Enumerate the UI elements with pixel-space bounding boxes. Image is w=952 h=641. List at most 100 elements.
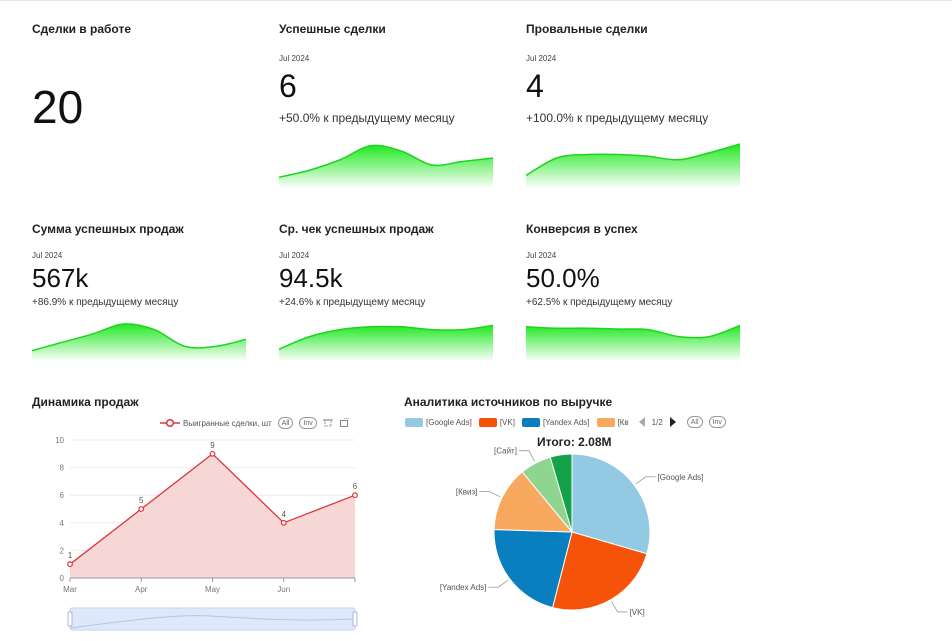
pie-legend-item-vk[interactable]: [VK]	[478, 417, 515, 427]
data-label: 1	[68, 551, 73, 560]
pie-label-line	[479, 491, 501, 498]
card-value: 50.0%	[526, 263, 600, 293]
card-period: Jul 2024	[32, 251, 63, 260]
card-delta: +100.0% к предыдущему месяцу	[526, 111, 709, 125]
card-value: 20	[32, 81, 84, 133]
sales-dynamics-title: Динамика продаж	[32, 395, 139, 409]
pie-slice[interactable]	[493, 471, 574, 533]
data-label: 6	[353, 482, 358, 491]
pie-slice[interactable]	[551, 531, 648, 611]
pie-legend-inverse-button[interactable]: Inv	[708, 416, 726, 428]
sales-line-chart: 0 2 4 6 8 10 Mar Apr May Jun 1 5 9 4 6	[55, 436, 358, 631]
y-tick-label: 6	[60, 491, 65, 500]
card-title: Провальные сделки	[526, 22, 648, 36]
data-label: 9	[210, 441, 215, 450]
legend-line-icon	[160, 418, 180, 428]
x-tick-label: Mar	[63, 585, 77, 594]
sparkline-area	[279, 145, 493, 187]
y-tick-label: 8	[60, 464, 65, 473]
card-deals-in-progress: Сделки в работе 20	[32, 22, 262, 142]
sparkline-chart	[279, 144, 493, 187]
sparkline-area	[526, 144, 740, 187]
data-zoom-slider[interactable]	[69, 607, 356, 631]
sparkline-chart	[526, 143, 740, 187]
x-tick-label: May	[205, 585, 220, 594]
card-title: Успешные сделки	[279, 22, 386, 36]
pie-total: Итого: 2.08M	[537, 435, 612, 449]
card-period: Jul 2024	[279, 54, 310, 63]
pie-slice-label: [Yandex Ads]	[440, 583, 487, 592]
y-tick-label: 10	[55, 436, 64, 445]
sparkline-chart	[279, 324, 493, 360]
data-point[interactable]	[138, 506, 145, 512]
card-delta: +24.6% к предыдущему месяцу	[279, 297, 426, 308]
pie-legend-label: [Google Ads]	[426, 417, 472, 427]
x-tick-label: Jun	[277, 585, 290, 594]
pie-legend: [Google Ads] [VK] [Yandex Ads] [Кв 1/2 A…	[405, 416, 750, 428]
legend-series-label[interactable]: Выигранные сделки, шт	[183, 418, 272, 428]
sparkline-line	[526, 143, 740, 177]
brush-clear-icon[interactable]	[339, 418, 349, 428]
pager-next-icon[interactable]	[669, 417, 677, 427]
pie-slice[interactable]	[571, 453, 651, 555]
card-value: 4	[526, 68, 544, 104]
legend-all-button[interactable]: All	[277, 417, 294, 429]
card-title: Сумма успешных продаж	[32, 222, 184, 236]
data-point[interactable]	[352, 492, 358, 499]
card-successful-sales-sum: Сумма успешных продаж Jul 2024 567k +86.…	[32, 222, 262, 362]
pie-legend-item-google-ads[interactable]: [Google Ads]	[405, 417, 472, 427]
y-tick-label: 2	[60, 546, 65, 555]
data-point[interactable]	[280, 519, 287, 526]
sparkline-line	[279, 144, 493, 178]
pie-slice-label: [Сайт]	[494, 447, 517, 456]
card-delta: +86.9% к предыдущему месяцу	[32, 297, 179, 308]
card-conversion: Конверсия в успех Jul 2024 50.0% +62.5% …	[526, 222, 756, 362]
data-label: 5	[139, 496, 144, 505]
pie-label-line	[518, 450, 535, 462]
pie-legend-all-button[interactable]: All	[686, 416, 703, 428]
card-title: Сделки в работе	[32, 22, 132, 36]
pie-legend-item-kviz[interactable]: [Кв	[596, 417, 629, 427]
card-title: Ср. чек успешных продаж	[279, 222, 434, 236]
pie-legend-item-yandex-ads[interactable]: [Yandex Ads]	[521, 417, 590, 427]
top-divider	[0, 0, 952, 1]
sparkline-area	[279, 325, 493, 360]
sparkline-chart	[526, 324, 740, 360]
legend-inverse-button[interactable]: Inv	[299, 417, 317, 429]
pie-slice-label: [VK]	[630, 608, 645, 617]
pager-prev-icon[interactable]	[638, 417, 646, 427]
pie-legend-label: [Кв	[617, 417, 629, 427]
y-tick-label: 4	[60, 519, 65, 528]
pie-label-line	[635, 476, 656, 485]
pager-label: 1/2	[651, 417, 663, 427]
card-successful-deals: Успешные сделки Jul 2024 6 +50.0% к пред…	[279, 22, 509, 187]
card-value: 6	[279, 68, 297, 104]
data-zoom-handle[interactable]	[352, 611, 358, 627]
card-delta: +62.5% к предыдущему месяцу	[526, 297, 673, 308]
sparkline-line	[526, 324, 740, 339]
pie-slice[interactable]	[493, 529, 573, 609]
data-point[interactable]	[67, 561, 73, 568]
pie-label-line	[611, 601, 628, 613]
sparkline-area	[32, 323, 246, 360]
legend-pager: 1/2	[638, 417, 677, 427]
data-zoom-handle[interactable]	[67, 611, 73, 627]
series-area	[70, 453, 355, 578]
brush-select-icon[interactable]	[322, 418, 333, 428]
pie-label-line	[488, 579, 509, 588]
card-value: 567k	[32, 263, 89, 293]
pie-slice-label: [Квиз]	[456, 488, 478, 497]
x-tick-label: Apr	[135, 585, 148, 594]
pie-slice-label: [Google Ads]	[658, 473, 704, 482]
pie-legend-swatch	[478, 417, 497, 427]
sparkline-chart	[32, 323, 246, 360]
sources-analytics-title: Аналитика источников по выручке	[404, 395, 613, 409]
card-period: Jul 2024	[526, 251, 557, 260]
sources-pie-chart: [Google Ads] [VK] [Yandex Ads] [Квиз] [Сайт]	[440, 447, 704, 617]
card-delta: +50.0% к предыдущему месяцу	[279, 111, 455, 125]
pie-slice[interactable]	[549, 453, 573, 533]
card-period: Jul 2024	[279, 251, 310, 260]
data-zoom-preview	[69, 615, 356, 629]
data-point[interactable]	[209, 450, 216, 457]
sparkline-area	[526, 325, 740, 360]
